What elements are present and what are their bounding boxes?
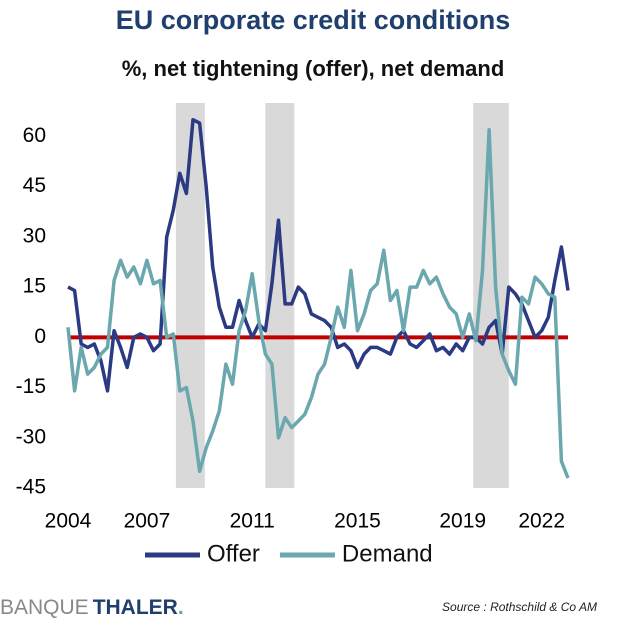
x-tick-label: 2022 [518,510,565,533]
y-tick-label: 45 [23,174,46,197]
legend-label: Demand [342,540,433,567]
legend-label: Offer [207,540,260,567]
chart-subtitle: %, net tightening (offer), net demand [122,56,505,81]
x-tick-label: 2007 [124,510,171,533]
brand: BANQUE THALER. [0,596,184,619]
y-tick-label: 15 [23,275,46,298]
x-tick-label: 2011 [230,510,275,533]
x-tick-label: 2015 [334,510,381,533]
brand-part: BANQUE [0,596,89,619]
y-tick-label: 30 [23,224,46,247]
series-line [66,128,570,479]
y-tick-label: 60 [23,124,46,147]
brand-part: THALER [93,596,178,619]
series-line [67,117,570,393]
y-tick-label: 0 [34,325,46,348]
x-tick-label: 2004 [45,510,92,533]
y-tick-label: -30 [16,425,46,448]
x-tick-label: 2019 [439,510,486,533]
y-tick-label: -15 [16,375,46,398]
source: Source : Rothschild & Co AM [442,600,597,614]
y-tick-label: -45 [16,476,46,499]
brand-part: . [178,596,184,619]
chart-title: EU corporate credit conditions [116,5,511,35]
